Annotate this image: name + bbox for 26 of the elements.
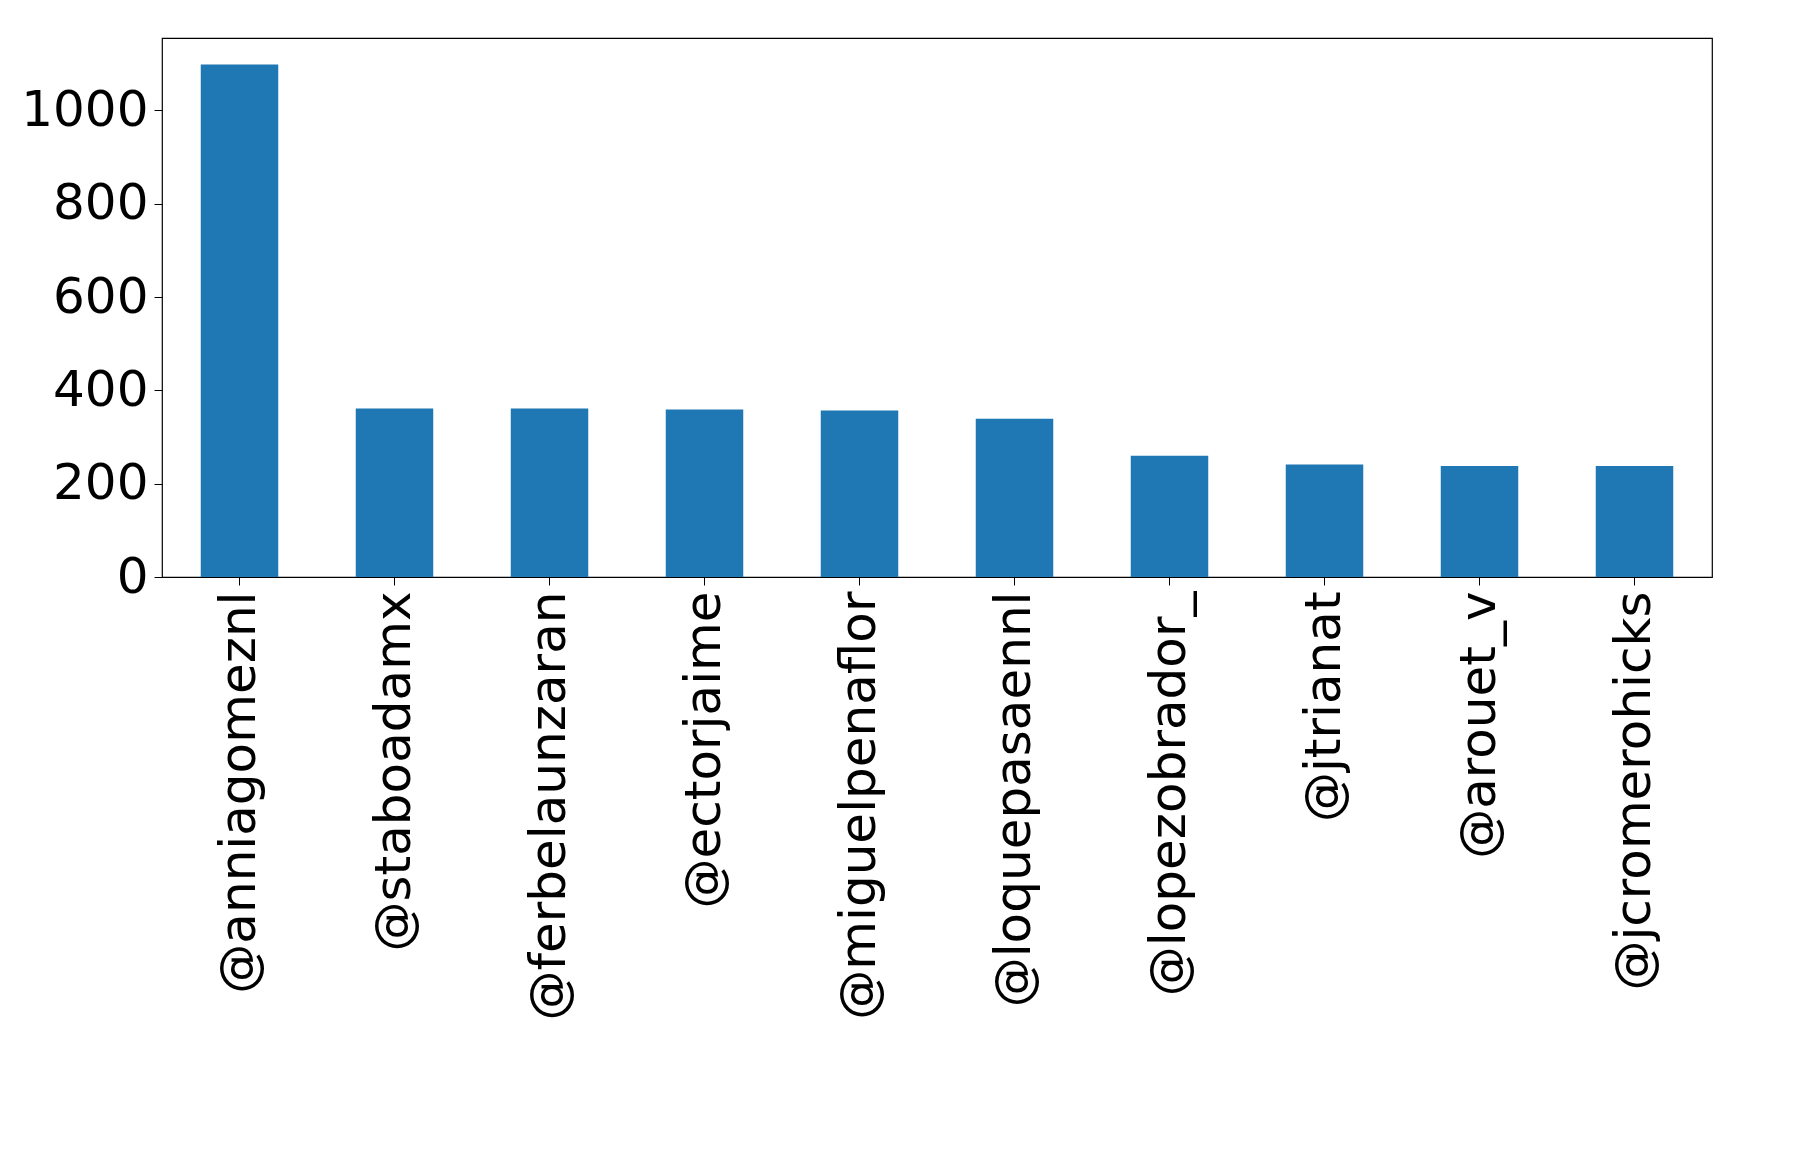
bar [355, 408, 434, 577]
bar [1130, 455, 1209, 577]
bar [820, 410, 899, 577]
y-tick-label: 400 [53, 359, 149, 418]
x-tick-label: @ectorjaime [673, 591, 732, 909]
x-tick-label: @anniagomeznl [208, 591, 267, 994]
y-tick-label: 0 [116, 546, 149, 605]
y-tick-label: 600 [53, 266, 149, 325]
x-tick-label: @ferbelaunzaran [518, 591, 577, 1021]
x-tick-label: @staboadamx [363, 591, 422, 952]
x-tick-label: @lopezobrador_ [1138, 590, 1197, 997]
bar [200, 64, 279, 577]
bar [975, 418, 1054, 577]
y-tick-label: 1000 [21, 79, 149, 138]
bar [510, 408, 589, 577]
x-tick-label: @jtrianat [1293, 591, 1352, 823]
y-tick-label: 200 [53, 453, 149, 512]
bar [1440, 465, 1519, 577]
x-tick-label: @loquepasaennl [983, 591, 1042, 1008]
bar [665, 409, 744, 577]
x-tick-label: @miguelpenaflor [828, 591, 887, 1020]
y-tick-label: 800 [53, 173, 149, 232]
x-tick-label: @jcromerohicks [1603, 591, 1662, 991]
bar [1285, 464, 1364, 577]
bar [1595, 465, 1674, 577]
x-tick-label: @arouet_v [1448, 591, 1507, 859]
